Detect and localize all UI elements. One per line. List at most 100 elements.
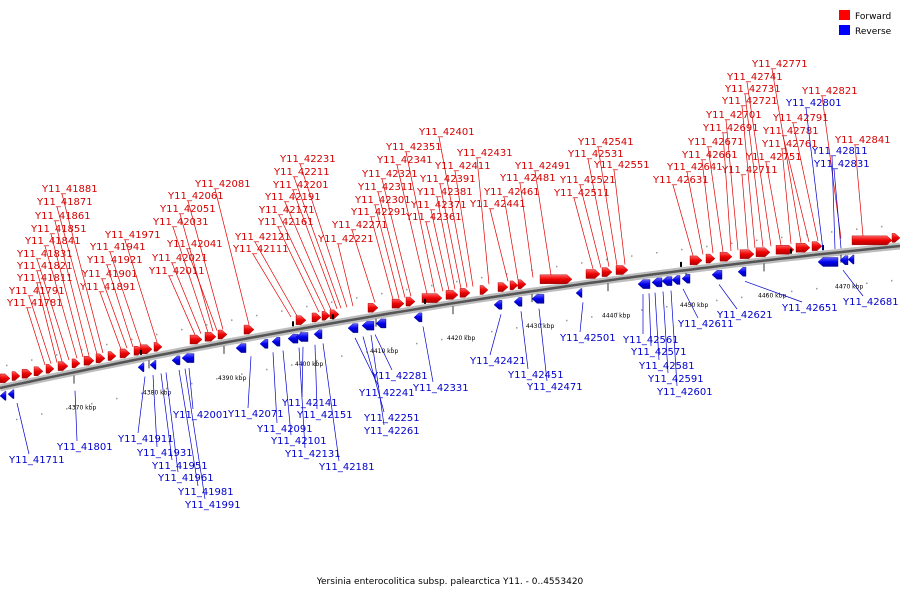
gene-label-forward: Y11_41921 bbox=[86, 255, 143, 266]
guide-dot bbox=[281, 310, 283, 312]
reverse-gene-arrow bbox=[149, 360, 157, 370]
guide-dot bbox=[706, 245, 708, 248]
reverse-gene-arrow bbox=[711, 270, 723, 280]
guide-dot bbox=[381, 292, 383, 295]
forward-gene-arrow bbox=[615, 265, 629, 275]
gene-leader-reverse bbox=[670, 290, 678, 387]
gene-leader-reverse bbox=[682, 288, 699, 319]
gene-label-forward: Y11_41851 bbox=[30, 224, 87, 235]
gene-leader-forward bbox=[36, 282, 58, 363]
gene-leader-reverse bbox=[322, 343, 340, 462]
reverse-gene-arrow bbox=[413, 312, 423, 323]
gene-leader-forward bbox=[503, 196, 519, 280]
gene-label-forward: Y11_42041 bbox=[166, 239, 223, 250]
scale-ticks: 4370 kbp 4380 kbp 4390 kbp 4400 kbp 4410 kbp… bbox=[6, 225, 893, 421]
guide-dot bbox=[441, 338, 443, 341]
gene-label-forward: Y11_42191 bbox=[264, 192, 321, 203]
gene-leader-forward bbox=[672, 184, 694, 256]
gene-label-forward: Y11_42401 bbox=[418, 127, 475, 138]
gene-label-forward: Y11_42741 bbox=[726, 72, 783, 83]
scale-tick-label: 4390 kbp bbox=[218, 375, 246, 382]
gene-label-forward: Y11_42051 bbox=[159, 204, 216, 215]
gene-leader-forward bbox=[337, 243, 354, 307]
guide-dot bbox=[191, 382, 193, 385]
gene-leader-reverse bbox=[579, 302, 584, 333]
forward-gene-arrow bbox=[33, 366, 44, 376]
gene-label-reverse: Y11_42331 bbox=[412, 383, 469, 394]
guide-dot bbox=[841, 285, 843, 287]
gene-leader-forward bbox=[370, 216, 394, 300]
gene-label-forward: Y11_41781 bbox=[6, 298, 63, 309]
gene-label-reverse: Y11_42651 bbox=[781, 303, 838, 314]
gene-label-forward: Y11_42341 bbox=[376, 155, 433, 166]
gene-label-forward: Y11_42531 bbox=[567, 149, 624, 160]
scale-tick-label: 4440 kbp bbox=[602, 312, 630, 319]
gene-leader-reverse bbox=[74, 390, 78, 442]
reverse-gene-arrow bbox=[817, 257, 839, 267]
gene-label-forward: Y11_41791 bbox=[8, 286, 65, 297]
guide-dot bbox=[56, 354, 58, 356]
guide-dot bbox=[241, 373, 243, 375]
gene-leader-forward bbox=[277, 226, 320, 313]
gene-label-reverse: Y11_41991 bbox=[184, 500, 241, 511]
gene-label-reverse: Y11_41911 bbox=[117, 434, 174, 445]
gene-leader-forward bbox=[746, 81, 772, 247]
gene-leader-reverse bbox=[165, 372, 179, 473]
forward-gene-arrow bbox=[391, 298, 405, 309]
reverse-gene-arrow bbox=[493, 300, 503, 310]
feature-marker bbox=[332, 314, 334, 320]
gene-leader-reverse bbox=[662, 291, 669, 374]
gene-leader-reverse bbox=[282, 350, 292, 436]
guide-dot bbox=[466, 334, 468, 337]
reverse-gene-arrow bbox=[375, 318, 387, 329]
gene-leader-forward bbox=[254, 241, 298, 317]
forward-gene-arrow bbox=[459, 288, 471, 298]
gene-label-forward: Y11_42381 bbox=[416, 187, 473, 198]
gene-leader-forward bbox=[744, 93, 764, 248]
forward-gene-arrow bbox=[57, 361, 69, 371]
forward-gene-arrow bbox=[497, 282, 509, 292]
gene-leader-forward bbox=[781, 148, 792, 244]
scale-tick-label: 4410 kbp bbox=[370, 348, 398, 355]
gene-label-reverse: Y11_42601 bbox=[656, 387, 713, 398]
gene-leader-forward bbox=[579, 184, 602, 268]
guide-dot bbox=[206, 324, 208, 326]
gene-label-reverse: Y11_42421 bbox=[469, 356, 526, 367]
gene-leader-forward bbox=[351, 229, 376, 303]
guide-dot bbox=[516, 327, 518, 329]
forward-gene-arrow bbox=[705, 253, 716, 264]
reverse-gene-arrow bbox=[361, 320, 375, 331]
gene-label-reverse: Y11_41961 bbox=[157, 473, 214, 484]
forward-gene-arrow bbox=[585, 269, 601, 279]
gene-label-forward: Y11_42171 bbox=[258, 205, 315, 216]
gene-leader-forward bbox=[187, 200, 224, 330]
forward-gene-arrow bbox=[21, 368, 33, 379]
gene-leader-forward bbox=[299, 163, 348, 308]
gene-label-reverse: Y11_42621 bbox=[716, 310, 773, 321]
forward-gene-arrow bbox=[71, 358, 81, 369]
gene-leader-reverse bbox=[520, 311, 529, 370]
reverse-gene-arrow bbox=[181, 353, 195, 363]
forward-gene-arrow bbox=[517, 279, 527, 289]
gene-label-forward: Y11_42361 bbox=[405, 212, 462, 223]
gene-leader-forward bbox=[439, 183, 462, 289]
gene-label-reverse: Y11_42261 bbox=[363, 426, 420, 437]
forward-gene-arrow bbox=[479, 285, 489, 295]
gene-label-forward: Y11_42411 bbox=[434, 161, 491, 172]
gene-label-forward: Y11_42311 bbox=[357, 182, 414, 193]
guide-dot bbox=[106, 343, 108, 346]
gene-leader-forward bbox=[519, 182, 534, 278]
guide-dot bbox=[6, 364, 8, 367]
gene-label-forward: Y11_41901 bbox=[81, 269, 138, 280]
gene-leader-reverse bbox=[744, 280, 803, 303]
gene-leader-forward bbox=[381, 178, 412, 297]
gene-leader-forward bbox=[438, 136, 468, 288]
legend-reverse-label: Reverse bbox=[855, 27, 892, 37]
gene-leader-forward bbox=[573, 197, 594, 269]
gene-leader-forward bbox=[28, 295, 52, 364]
forward-gene-arrow bbox=[204, 332, 217, 342]
gene-leader-forward bbox=[587, 158, 610, 267]
gene-label-forward: Y11_41821 bbox=[16, 261, 73, 272]
gene-leader-forward bbox=[36, 258, 70, 361]
gene-leader-forward bbox=[171, 262, 202, 334]
